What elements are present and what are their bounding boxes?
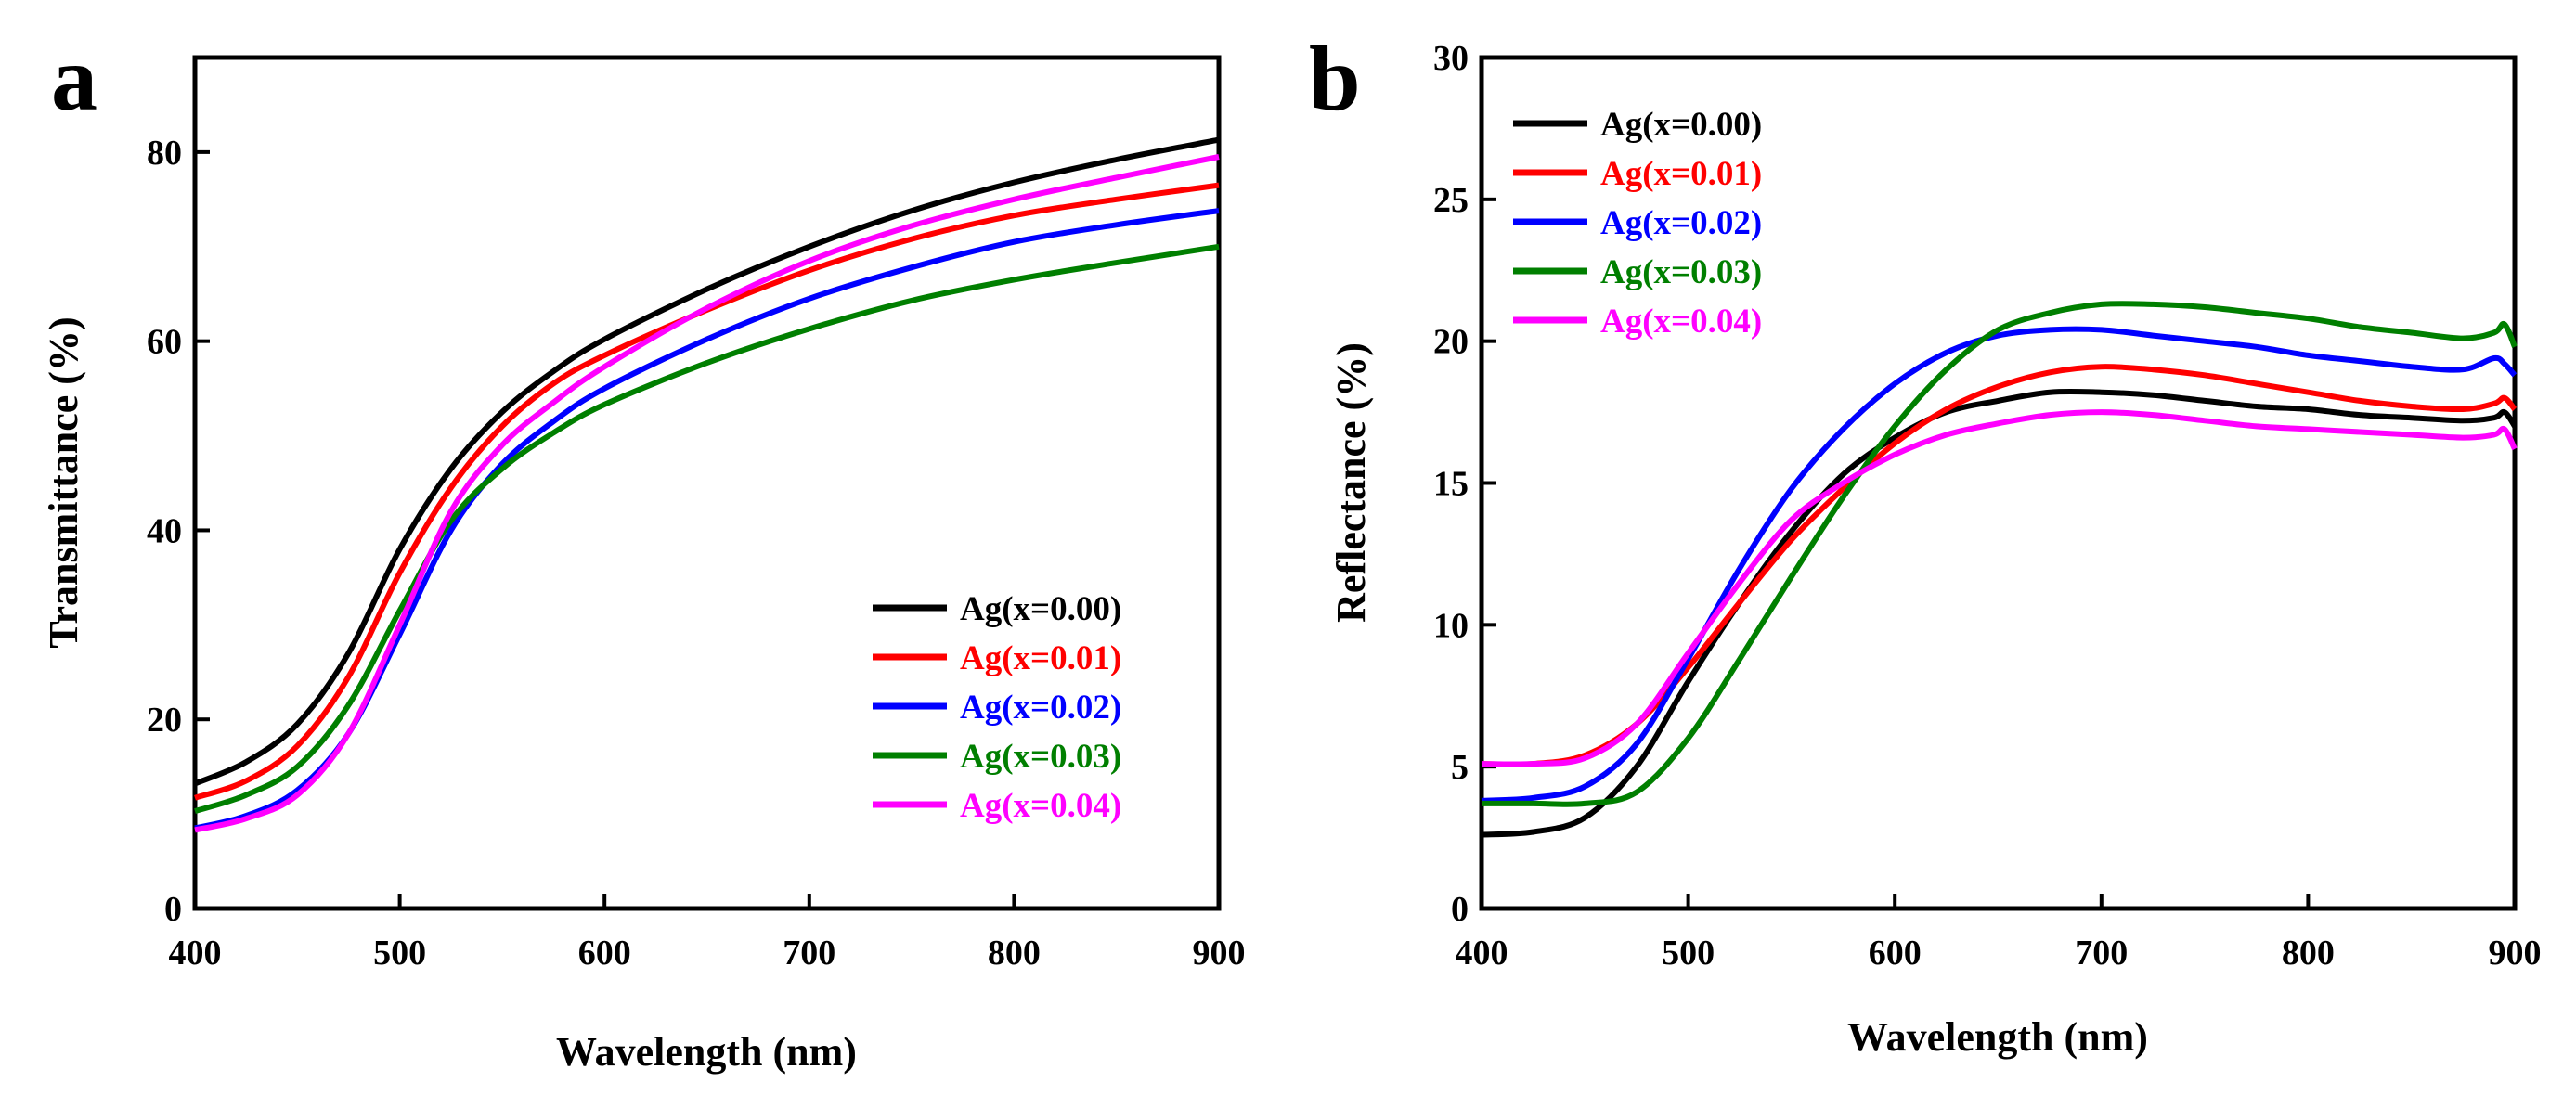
y-tick-label-b: 25: [1433, 181, 1469, 220]
y-tick-label-a: 40: [147, 511, 182, 550]
y-tick-label-a: 0: [164, 890, 182, 929]
panel-b: b 400 500 600 700 800 900 0 5 10 15 20 25 30 Wavelen…: [1309, 27, 2542, 1060]
legend-label-b-2: Ag(x=0.02): [1600, 204, 1762, 242]
series-line-b-0: [1481, 388, 2518, 838]
x-axis-title-a: Wavelength (nm): [556, 1029, 857, 1075]
y-tick-label-b: 5: [1451, 748, 1469, 787]
y-axis-title-b: Reflectance (%): [1328, 342, 1374, 623]
x-axis-title-b: Wavelength (nm): [1847, 1014, 2148, 1060]
legend-label-b-4: Ag(x=0.04): [1600, 303, 1762, 341]
series-line-a-1: [194, 182, 1220, 801]
x-tick-label-a: 400: [169, 934, 222, 973]
legend-label-a-1: Ag(x=0.01): [960, 639, 1121, 677]
y-tick-label-a: 80: [147, 134, 182, 173]
y-tick-label-b: 0: [1451, 890, 1469, 929]
series-line-b-3: [1482, 301, 2518, 807]
y-axis-title-a: Transmittance (%): [41, 316, 86, 648]
y-tick-label-b: 15: [1433, 465, 1469, 504]
series-line-a-3: [194, 243, 1220, 814]
plot-frame-a: [192, 55, 1222, 911]
y-tick-label-b: 30: [1433, 39, 1469, 78]
x-tick-label-b: 800: [2282, 934, 2335, 973]
y-tick-label-a: 60: [147, 323, 182, 362]
x-tick-label-b: 700: [2075, 934, 2128, 973]
series-line-b-4: [1481, 409, 2518, 767]
x-tick-label-b: 500: [1662, 934, 1715, 973]
legend-label-b-3: Ag(x=0.03): [1600, 253, 1762, 291]
x-tick-label-a: 800: [988, 934, 1041, 973]
x-tick-label-b: 600: [1869, 934, 1922, 973]
x-tick-label-a: 900: [1193, 934, 1246, 973]
panel-a: a 400 500 600 700 800 900 0 20 40 60 80 Wavelength…: [41, 27, 1246, 1075]
panel-b-letter: b: [1309, 27, 1361, 130]
x-tick-label-a: 600: [578, 934, 631, 973]
x-tick-label-b: 400: [1456, 934, 1508, 973]
legend-label-a-0: Ag(x=0.00): [960, 590, 1121, 628]
x-tick-label-a: 500: [373, 934, 426, 973]
legend-label-a-3: Ag(x=0.03): [960, 738, 1121, 776]
y-tick-label-b: 20: [1433, 323, 1469, 362]
legend-label-b-1: Ag(x=0.01): [1600, 155, 1762, 193]
legend-label-a-2: Ag(x=0.02): [960, 689, 1121, 727]
panel-a-letter: a: [51, 27, 97, 130]
series-line-a-0: [193, 136, 1220, 787]
x-tick-label-a: 700: [783, 934, 835, 973]
y-tick-label-a: 20: [147, 701, 182, 740]
legend-label-b-0: Ag(x=0.00): [1600, 106, 1762, 144]
x-tick-label-b: 900: [2489, 934, 2542, 973]
series-line-b-2: [1481, 326, 2518, 804]
series-line-a-4: [194, 154, 1220, 833]
y-tick-label-b: 10: [1433, 606, 1469, 645]
series-line-b-1: [1481, 364, 2518, 767]
legend-label-a-4: Ag(x=0.04): [960, 787, 1121, 825]
